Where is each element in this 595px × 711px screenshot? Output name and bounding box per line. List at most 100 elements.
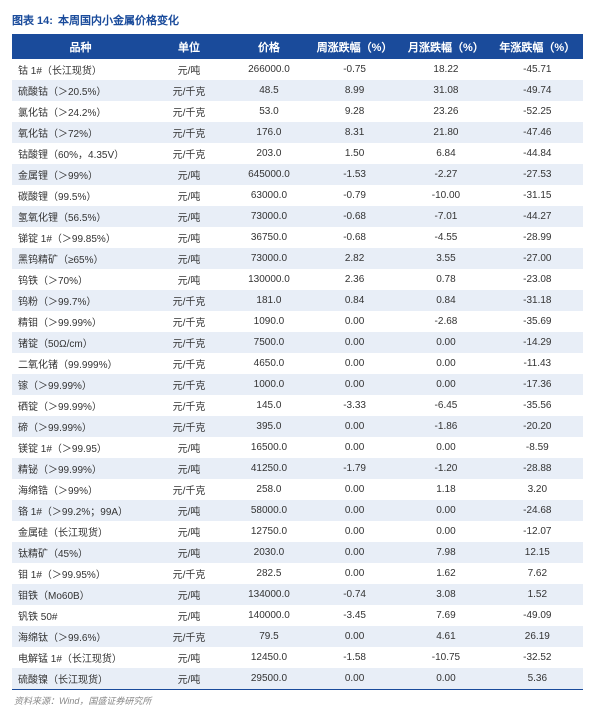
cell: -2.27 [400, 164, 491, 185]
cell: 8.31 [309, 122, 400, 143]
cell: 23.26 [400, 101, 491, 122]
cell: 12.15 [492, 542, 583, 563]
table-row: 镓（＞99.99%）元/千克1000.00.000.00-17.36 [12, 374, 583, 395]
table-row: 海绵锆（＞99%）元/千克258.00.001.183.20 [12, 479, 583, 500]
table-row: 碲（＞99.99%）元/千克395.00.00-1.86-20.20 [12, 416, 583, 437]
cell: 元/吨 [149, 269, 229, 290]
cell: 元/吨 [149, 500, 229, 521]
cell: 203.0 [229, 143, 309, 164]
cell: 元/千克 [149, 101, 229, 122]
cell: 26.19 [492, 626, 583, 647]
cell: 0.00 [400, 521, 491, 542]
table-row: 钨粉（＞99.7%）元/千克181.00.840.84-31.18 [12, 290, 583, 311]
cell: 元/吨 [149, 584, 229, 605]
cell: 元/吨 [149, 647, 229, 668]
table-row: 黑钨精矿（≥65%）元/吨73000.02.823.55-27.00 [12, 248, 583, 269]
table-row: 二氧化锗（99.999%）元/千克4650.00.000.00-11.43 [12, 353, 583, 374]
cell: 氯化钴（＞24.2%） [12, 101, 149, 122]
cell: 145.0 [229, 395, 309, 416]
cell: -49.09 [492, 605, 583, 626]
cell: 266000.0 [229, 59, 309, 80]
col-header-2: 价格 [229, 35, 309, 59]
cell: -10.75 [400, 647, 491, 668]
cell: -0.68 [309, 227, 400, 248]
cell: 元/吨 [149, 605, 229, 626]
cell: 金属锂（＞99%） [12, 164, 149, 185]
cell: 元/吨 [149, 248, 229, 269]
cell: 钨粉（＞99.7%） [12, 290, 149, 311]
cell: -28.99 [492, 227, 583, 248]
table-row: 硫酸钴（＞20.5%）元/千克48.58.9931.08-49.74 [12, 80, 583, 101]
cell: 63000.0 [229, 185, 309, 206]
cell: 0.00 [309, 416, 400, 437]
cell: 黑钨精矿（≥65%） [12, 248, 149, 269]
cell: -12.07 [492, 521, 583, 542]
cell: 0.00 [400, 500, 491, 521]
cell: 1.52 [492, 584, 583, 605]
cell: -44.84 [492, 143, 583, 164]
cell: 精钼（＞99.99%） [12, 311, 149, 332]
table-row: 金属硅（长江现货）元/吨12750.00.000.00-12.07 [12, 521, 583, 542]
cell: 1090.0 [229, 311, 309, 332]
cell: 0.00 [309, 374, 400, 395]
cell: 3.20 [492, 479, 583, 500]
cell: -7.01 [400, 206, 491, 227]
cell: 硫酸镍（长江现货） [12, 668, 149, 690]
cell: 元/千克 [149, 143, 229, 164]
cell: 7.62 [492, 563, 583, 584]
cell: 元/千克 [149, 353, 229, 374]
cell: -52.25 [492, 101, 583, 122]
cell: 12450.0 [229, 647, 309, 668]
table-row: 钴 1#（长江现货）元/吨266000.0-0.7518.22-45.71 [12, 59, 583, 80]
cell: 元/千克 [149, 332, 229, 353]
cell: 元/千克 [149, 122, 229, 143]
cell: -1.58 [309, 647, 400, 668]
cell: 3.55 [400, 248, 491, 269]
cell: 钴 1#（长江现货） [12, 59, 149, 80]
cell: -2.68 [400, 311, 491, 332]
table-row: 氧化钴（＞72%）元/千克176.08.3121.80-47.46 [12, 122, 583, 143]
cell: 73000.0 [229, 206, 309, 227]
table-row: 金属锂（＞99%）元/吨645000.0-1.53-2.27-27.53 [12, 164, 583, 185]
table-row: 精铋（＞99.99%）元/吨41250.0-1.79-1.20-28.88 [12, 458, 583, 479]
cell: 0.00 [309, 479, 400, 500]
cell: 元/千克 [149, 290, 229, 311]
cell: 钴酸锂（60%，4.35V） [12, 143, 149, 164]
table-row: 碳酸锂（99.5%）元/吨63000.0-0.79-10.00-31.15 [12, 185, 583, 206]
cell: 元/千克 [149, 374, 229, 395]
cell: 0.00 [309, 542, 400, 563]
cell: -44.27 [492, 206, 583, 227]
cell: -49.74 [492, 80, 583, 101]
title-prefix: 图表 14: [12, 15, 53, 27]
cell: 元/千克 [149, 80, 229, 101]
col-header-4: 月涨跌幅（%） [400, 35, 491, 59]
cell: 镓（＞99.99%） [12, 374, 149, 395]
table-row: 精钼（＞99.99%）元/千克1090.00.00-2.68-35.69 [12, 311, 583, 332]
cell: 锗锭（50Ω/cm） [12, 332, 149, 353]
cell: 钨铁（＞70%） [12, 269, 149, 290]
cell: 0.00 [400, 668, 491, 690]
table-row: 钛精矿（45%）元/吨2030.00.007.9812.15 [12, 542, 583, 563]
cell: 1.18 [400, 479, 491, 500]
table-row: 硫酸镍（长江现货）元/吨29500.00.000.005.36 [12, 668, 583, 690]
table-row: 锑锭 1#（＞99.85%）元/吨36750.0-0.68-4.55-28.99 [12, 227, 583, 248]
cell: 36750.0 [229, 227, 309, 248]
cell: 镁锭 1#（＞99.95） [12, 437, 149, 458]
cell: 79.5 [229, 626, 309, 647]
cell: 9.28 [309, 101, 400, 122]
table-row: 锗锭（50Ω/cm）元/千克7500.00.000.00-14.29 [12, 332, 583, 353]
cell: 0.00 [309, 668, 400, 690]
cell: 氢氧化锂（56.5%） [12, 206, 149, 227]
cell: 1.62 [400, 563, 491, 584]
cell: 钛精矿（45%） [12, 542, 149, 563]
cell: 海绵锆（＞99%） [12, 479, 149, 500]
cell: 18.22 [400, 59, 491, 80]
cell: 2030.0 [229, 542, 309, 563]
table-row: 氢氧化锂（56.5%）元/吨73000.0-0.68-7.01-44.27 [12, 206, 583, 227]
cell: 0.78 [400, 269, 491, 290]
cell: -4.55 [400, 227, 491, 248]
cell: 395.0 [229, 416, 309, 437]
table-row: 钼铁（Mo60B）元/吨134000.0-0.743.081.52 [12, 584, 583, 605]
cell: -0.79 [309, 185, 400, 206]
cell: 电解锰 1#（长江现货） [12, 647, 149, 668]
